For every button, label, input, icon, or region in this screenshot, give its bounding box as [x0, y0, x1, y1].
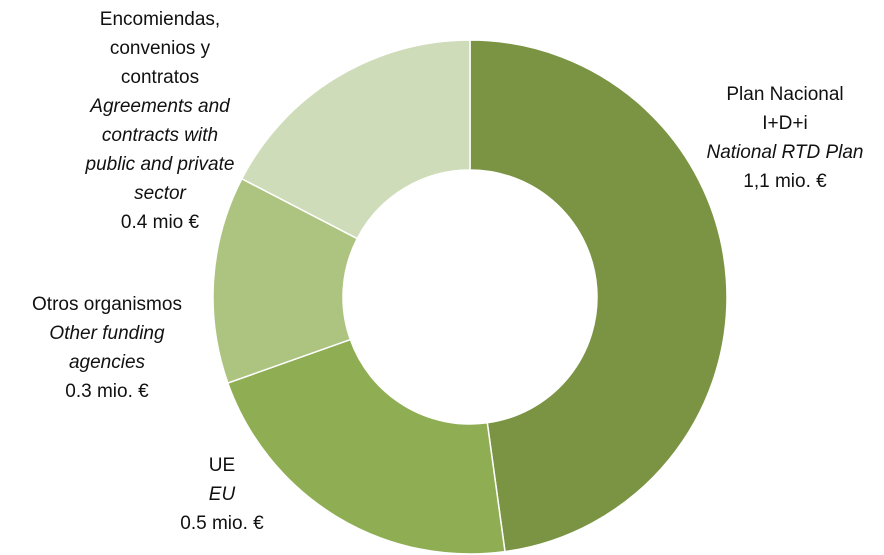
category-label-en: contracts with — [102, 125, 218, 146]
value-label: 0.5 mio. € — [180, 513, 264, 534]
category-label: contratos — [121, 67, 199, 88]
category-label-en: National RTD Plan — [706, 142, 863, 163]
category-label-en: Agreements and — [89, 96, 231, 117]
category-label: I+D+i — [762, 113, 807, 134]
category-label: Otros organismos — [32, 294, 182, 315]
value-label: 0.3 mio. € — [65, 381, 149, 402]
donut-slice — [226, 338, 506, 555]
category-label: Encomiendas, — [100, 9, 220, 30]
donut-slice — [469, 39, 728, 553]
category-label-en: EU — [209, 484, 236, 505]
value-label: 1,1 mio. € — [743, 171, 827, 192]
value-label: 0.4 mio € — [121, 212, 200, 233]
category-label-en: sector — [134, 183, 186, 204]
category-label: convenios y — [110, 38, 211, 59]
category-label: UE — [209, 455, 235, 476]
category-label-en: agencies — [69, 352, 146, 373]
category-label-en: Other funding — [49, 323, 165, 344]
category-label: Plan Nacional — [726, 84, 843, 105]
category-label-en: public and private — [85, 154, 235, 175]
donut-slice — [240, 39, 471, 240]
